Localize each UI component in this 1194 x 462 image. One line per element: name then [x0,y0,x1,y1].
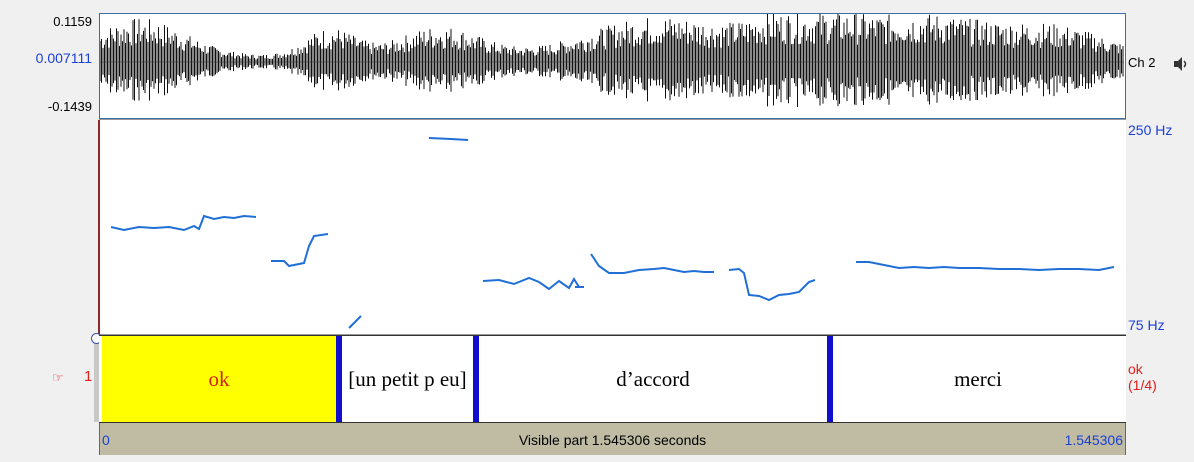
tier-gutter [94,336,101,422]
pitch-min-label: 75 Hz [1128,317,1165,333]
time-start-label: 0 [102,432,110,448]
tier-number: 1 [84,368,93,385]
pitch-left-marker [98,120,100,334]
pointing-hand-icon[interactable]: ☞ [52,370,64,385]
pitch-segment [728,267,816,302]
interval-tier[interactable]: ok [un petit p eu] d’accord merci [99,335,1126,423]
waveform-max-label: 0.1159 [53,14,92,29]
pitch-segment [271,233,329,268]
waveform-cursor-value: 0.007111 [35,50,92,66]
pitch-segment [428,137,469,141]
speaker-icon[interactable] [1172,56,1190,72]
interval-boundary[interactable] [473,336,479,422]
visible-part-caption: Visible part 1.545306 seconds [518,432,707,448]
interval-un-petit-peu[interactable]: [un petit p eu] [348,367,467,391]
interval-boundary[interactable] [336,336,342,422]
interval-merci[interactable]: merci [954,367,1002,391]
tier-selected-text: ok [1128,361,1143,377]
pitch-segment [348,315,362,329]
pitch-segment [110,214,257,232]
interval-daccord[interactable]: d’accord [616,367,690,391]
interval-boundary[interactable] [827,336,833,422]
time-end-label: 1.545306 [1064,432,1123,448]
visible-part-bar[interactable]: 0 Visible part 1.545306 seconds 1.545306 [99,423,1126,455]
interval-ok[interactable]: ok [102,336,336,422]
waveform-min-label: -0.1439 [47,99,92,114]
waveform-trace [100,14,1124,107]
bar-edge [1125,423,1126,455]
channel-label: Ch 2 [1128,55,1156,70]
pitch-segment [590,253,714,274]
pitch-segment [856,261,1115,272]
bar-edge [99,423,100,455]
pitch-panel[interactable] [99,119,1126,335]
pitch-segment [482,276,584,291]
pitch-max-label: 250 Hz [1128,122,1173,138]
waveform-plot [100,14,1124,107]
pitch-contour-plot [110,137,1115,329]
tier-interval-count: (1/4) [1128,377,1157,393]
waveform-panel[interactable] [99,13,1126,119]
